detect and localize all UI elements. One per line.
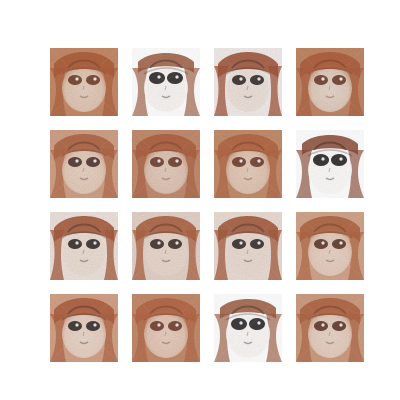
generated-face-tile [50,130,118,198]
generated-face-tile [296,130,364,198]
generated-face-tile [214,48,282,116]
generated-face-tile [214,212,282,280]
generated-face-tile [50,48,118,116]
generated-face-tile [214,130,282,198]
generated-face-tile [214,294,282,362]
generated-face-tile [132,212,200,280]
generated-face-tile [296,294,364,362]
generated-face-tile [132,130,200,198]
generated-face-tile [296,212,364,280]
generated-face-tile [132,294,200,362]
generated-face-tile [296,48,364,116]
generated-face-tile [50,212,118,280]
generated-face-tile [50,294,118,362]
generated-face-tile [132,48,200,116]
